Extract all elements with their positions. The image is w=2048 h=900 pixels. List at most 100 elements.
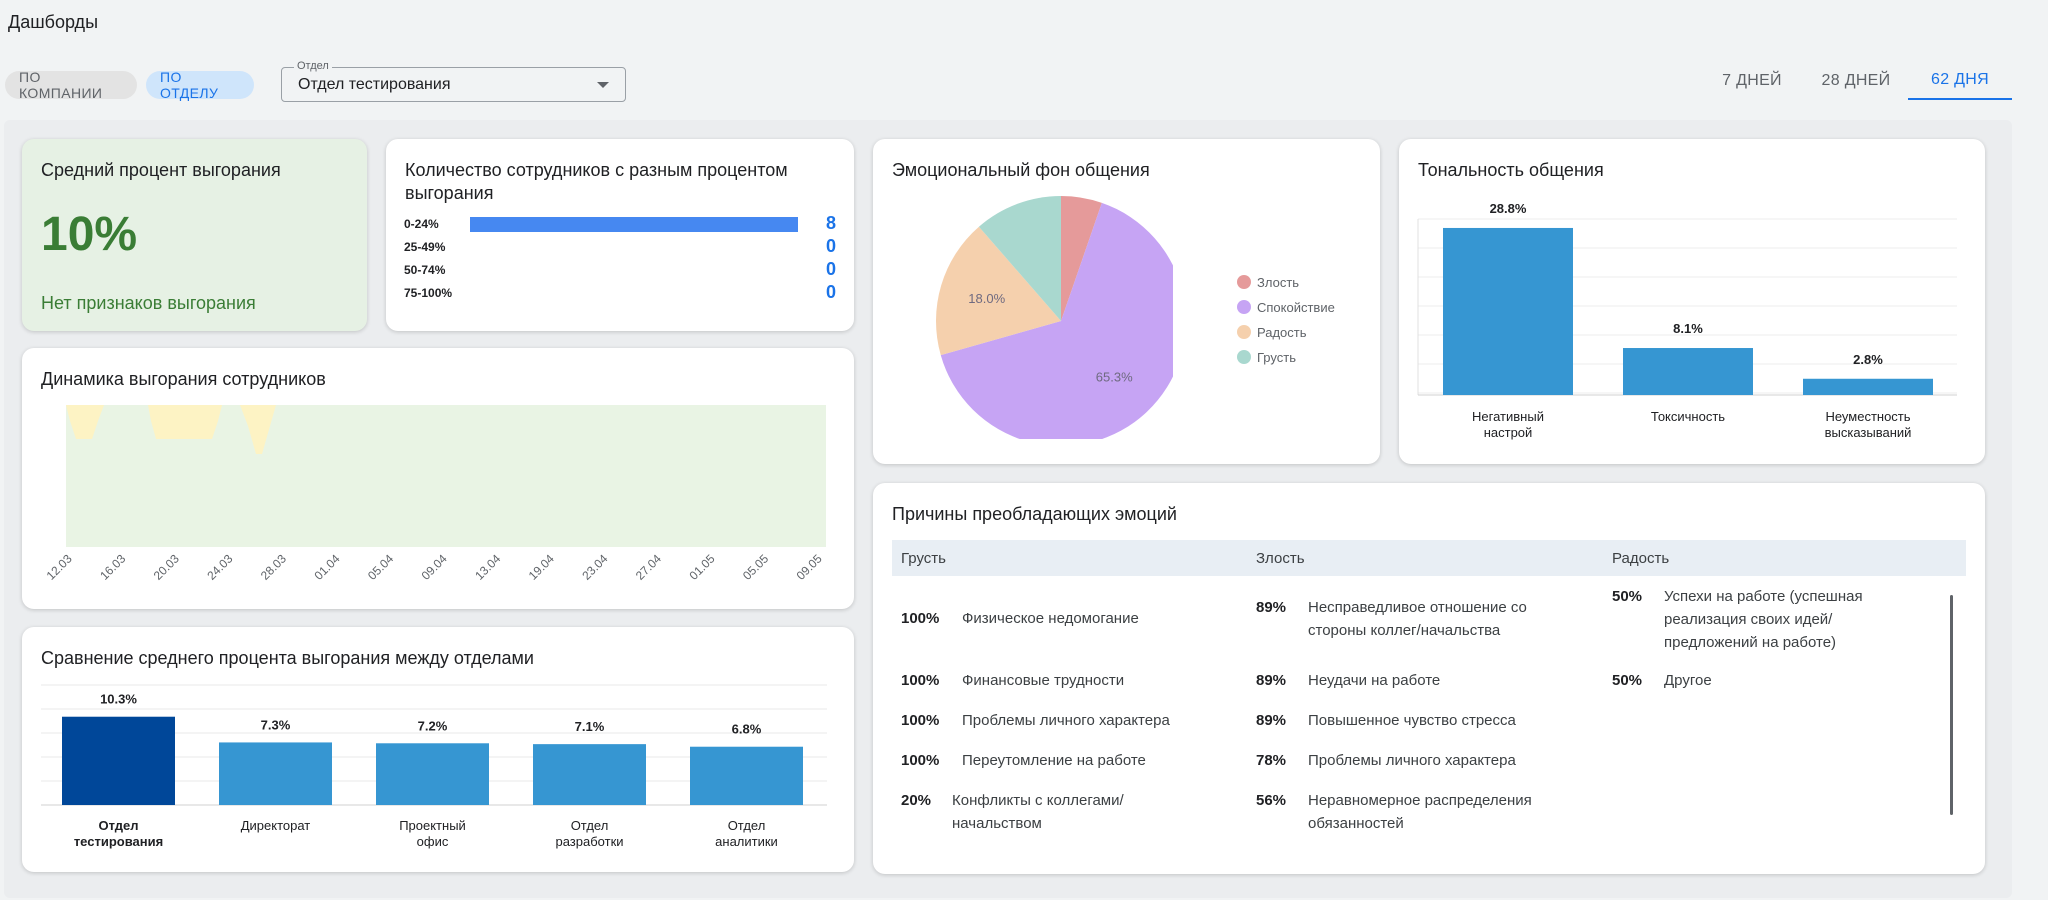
reason-text: Переутомление на работе [962, 752, 1146, 769]
x-axis-tick-label: 09.05 [794, 551, 825, 582]
reason-text: Другое [1664, 672, 1712, 689]
bar-value-label: 8.1% [1673, 321, 1703, 336]
x-axis-tick-label: Директорат [241, 818, 311, 833]
x-axis-tick-label: 16.03 [97, 551, 128, 582]
count-row-label: 25-49% [404, 240, 446, 254]
reason-text: Несправедливое отношение со стороны колл… [1308, 599, 1527, 639]
reason-item: 20% Конфликты с коллегами/ начальством [901, 789, 1231, 837]
tone-bar[interactable] [1443, 227, 1573, 395]
tab-7-days[interactable]: 7 ДНЕЙ [1722, 72, 1782, 89]
avg-burnout-status: Нет признаков выгорания [41, 293, 256, 313]
burnout-spike [66, 405, 104, 439]
reason-item: 50% Успехи на работе (успешная реализаци… [1612, 585, 1942, 657]
bar-value-label: 28.8% [1490, 201, 1527, 216]
column-header-anger: Злость [1256, 550, 1305, 567]
reason-percent: 100% [901, 672, 940, 689]
reasons-table-header: Грусть Злость Радость [892, 540, 1966, 576]
reason-text: Неравномерное распределения обязанностей [1308, 792, 1532, 832]
pie-slice[interactable] [936, 226, 1061, 356]
reason-item: 50% Другое [1612, 669, 1942, 693]
x-axis-tick-label: Проектный [399, 818, 466, 833]
count-row-label: 0-24% [404, 217, 439, 231]
bar-value-label: 6.8% [732, 722, 762, 737]
page-title: Дашборды [8, 12, 98, 32]
reason-percent: 89% [1256, 672, 1287, 689]
department-bar[interactable] [219, 742, 332, 805]
bar-value-label: 7.2% [418, 718, 448, 733]
department-comparison-card: Сравнение среднего процента выгорания ме… [22, 627, 854, 872]
department-bar[interactable] [533, 744, 646, 805]
count-row: 75-100% 0 [404, 282, 836, 304]
tone-bar[interactable] [1623, 348, 1753, 395]
reasons-scrollbar[interactable] [1950, 595, 1953, 815]
reason-text: Финансовые трудности [962, 672, 1125, 689]
count-row-value: 0 [825, 282, 836, 302]
reason-text: Неудачи на работе [1308, 672, 1441, 689]
x-axis-tick-label: Отдел [728, 818, 766, 833]
x-axis-tick-label: Неуместность [1825, 409, 1910, 424]
reason-text: Конфликты с коллегами/ начальством [952, 792, 1124, 832]
count-row-label: 50-74% [404, 263, 446, 277]
x-axis-tick-label: 01.05 [686, 551, 717, 582]
tab-28-days[interactable]: 28 ДНЕЙ [1821, 72, 1891, 89]
reason-percent: 20% [901, 792, 932, 809]
department-comparison-chart: 10.3%Отделтестирования7.3%Директорат7.2%… [41, 684, 827, 849]
x-axis-tick-label: Токсичность [1651, 409, 1725, 424]
bar-value-label: 7.1% [575, 719, 605, 734]
legend-dot [1237, 325, 1251, 339]
legend-dot [1237, 275, 1251, 289]
x-axis-tick-label: 19.04 [526, 551, 557, 582]
legend-item-sadness: Грусть [1237, 348, 1296, 366]
department-bar[interactable] [62, 716, 175, 805]
filter-by-department-chip[interactable]: ПО ОТДЕЛУ [146, 69, 254, 101]
department-bar[interactable] [690, 746, 803, 805]
reason-item: 78% Проблемы личного характера [1256, 749, 1586, 773]
x-axis-tick-label: 20.03 [151, 551, 182, 582]
department-bar[interactable] [376, 743, 489, 805]
reason-percent: 89% [1256, 599, 1287, 616]
period-tabs: 7 ДНЕЙ 28 ДНЕЙ 62 ДНЯ [1700, 62, 2012, 100]
reason-item: 100% Физическое недомогание [901, 607, 1231, 631]
x-axis-tick-label: Отдел [571, 818, 609, 833]
emotion-reasons-card: Причины преобладающих эмоций Грусть Злос… [873, 483, 1985, 874]
reason-item: 56% Неравномерное распределения обязанно… [1256, 789, 1586, 837]
reason-percent: 89% [1256, 712, 1287, 729]
tone-bar[interactable] [1803, 378, 1933, 395]
x-axis-tick-label: 23.04 [579, 551, 610, 582]
reason-item: 100% Переутомление на работе [901, 749, 1231, 773]
reason-text: Повышенное чувство стресса [1308, 712, 1516, 729]
reason-item: 100% Проблемы личного характера [901, 709, 1231, 733]
pie-slice[interactable] [1061, 196, 1102, 321]
x-axis-tick-label: высказываний [1825, 425, 1912, 440]
x-axis-tick-label: 13.04 [472, 551, 503, 582]
emotional-background-title: Эмоциональный фон общения [892, 160, 1150, 180]
x-axis-tick-label: 24.03 [204, 551, 235, 582]
bar-value-label: 7.3% [261, 717, 291, 732]
column-header-sadness: Грусть [901, 550, 946, 567]
reason-percent: 100% [901, 712, 940, 729]
x-axis-tick-label: Негативный [1472, 409, 1544, 424]
x-axis-tick-label: тестирования [74, 834, 163, 849]
reason-item: 89% Повышенное чувство стресса [1256, 709, 1586, 733]
department-select[interactable]: Отдел Отдел тестирования [281, 60, 626, 102]
pie-slice[interactable] [940, 202, 1173, 439]
chevron-down-icon[interactable] [597, 82, 609, 88]
department-select-label: Отдел [294, 60, 332, 72]
tab-62-days[interactable]: 62 ДНЯ [1908, 62, 2012, 100]
count-row-bar [470, 217, 798, 232]
reason-text: Проблемы личного характера [1308, 752, 1516, 769]
count-row: 0-24% 8 [404, 213, 836, 235]
count-row-label: 75-100% [404, 286, 453, 300]
legend-label: Радость [1257, 324, 1307, 340]
x-axis-tick-label: разработки [555, 834, 623, 849]
pie-slice-label: 18.0% [968, 291, 1005, 306]
x-axis-tick-label: 28.03 [258, 551, 289, 582]
burnout-spike [148, 405, 222, 439]
pie-slice[interactable] [978, 196, 1061, 321]
x-axis-tick-label: Отдел [98, 818, 138, 833]
filter-by-company-chip[interactable]: ПО КОМПАНИИ [5, 69, 137, 101]
x-axis-tick-label: 01.04 [311, 551, 342, 582]
legend-label: Спокойствие [1257, 299, 1335, 315]
avg-burnout-card: Средний процент выгорания 10% Нет призна… [22, 139, 367, 331]
